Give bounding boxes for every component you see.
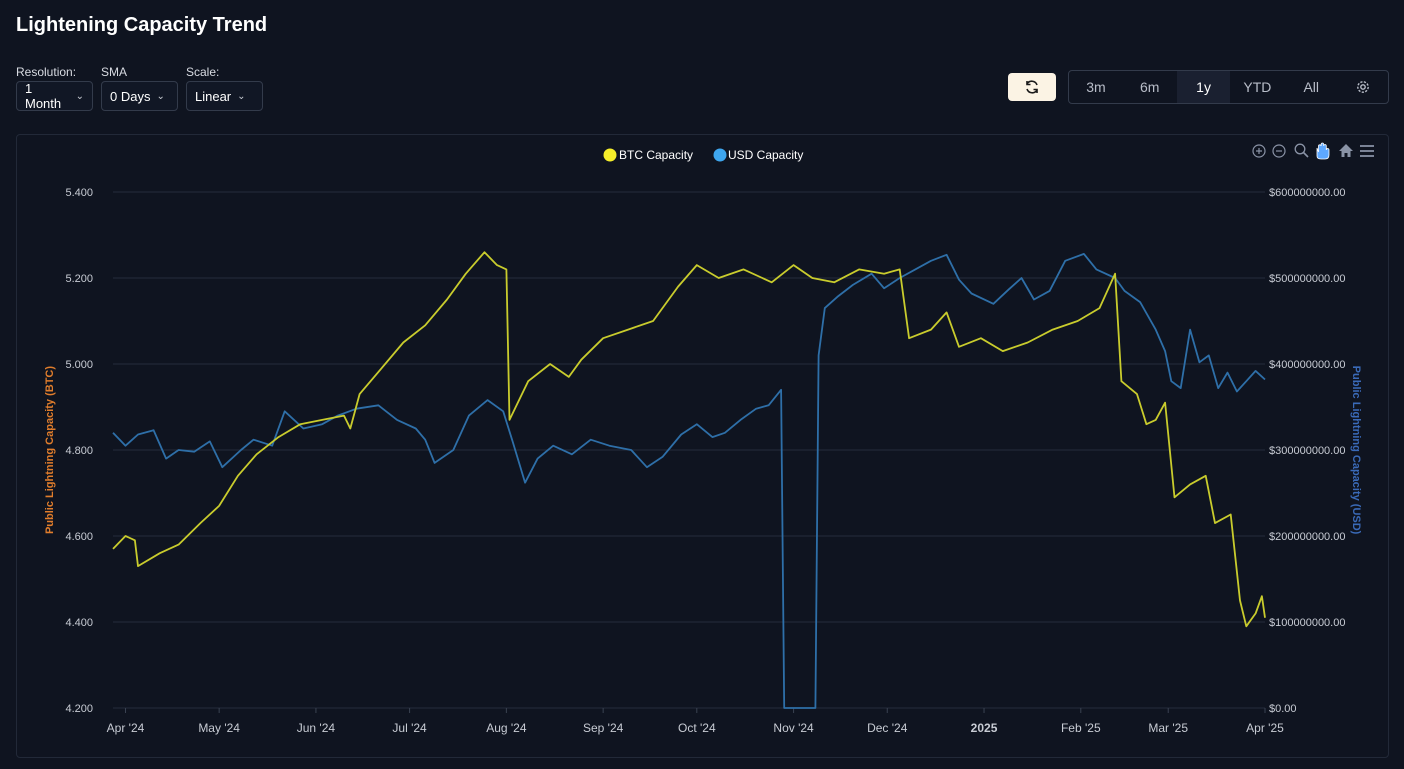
chart-card: 4.200 $0.00 4.400 $100000000.00 4.600 $200000… <box>16 134 1389 758</box>
y-right-tick-label: $100000000.00 <box>1269 617 1345 629</box>
refresh-icon <box>1026 80 1038 94</box>
range-3m-button[interactable]: 3m <box>1086 79 1106 95</box>
sma-control: SMA 0 Days ⌄ <box>101 65 178 111</box>
x-tick-label: Feb '25 <box>1061 721 1101 735</box>
y-left-tick-label: 4.200 <box>65 703 93 715</box>
magnify-lens <box>1294 143 1306 155</box>
chart-toolbar <box>1252 142 1374 160</box>
x-tick-label: Nov '24 <box>773 721 814 735</box>
zoom-in-circle <box>1252 144 1266 158</box>
zoom-in-icon <box>1252 144 1266 158</box>
x-tick-label: Apr '24 <box>107 721 145 735</box>
series-line-btc-capacity <box>112 251 1266 628</box>
y-left-tick-label: 4.400 <box>65 617 93 629</box>
resolution-control: Resolution: 1 Month ⌄ <box>16 65 93 111</box>
page-title: Lightening Capacity Trend <box>16 14 268 36</box>
pan-hand-shape <box>1316 142 1330 160</box>
resolution-select[interactable]: 1 Month ⌄ <box>16 81 93 111</box>
home-icon <box>1339 144 1353 157</box>
magnify-handle <box>1302 151 1309 158</box>
legend-marker-usd <box>713 148 727 162</box>
x-tick-label: Jul '24 <box>392 721 427 735</box>
refresh-button[interactable] <box>1008 73 1056 101</box>
scale-control: Scale: Linear ⌄ <box>186 65 263 111</box>
y-left-tick-label: 4.800 <box>65 445 93 457</box>
x-tick-label: Dec '24 <box>867 721 908 735</box>
y-right-tick-label: $0.00 <box>1269 703 1297 715</box>
resolution-value: 1 Month <box>25 81 62 111</box>
x-tick-label: May '24 <box>198 721 240 735</box>
legend-item-btc: BTC Capacity <box>603 148 693 162</box>
sma-select[interactable]: 0 Days ⌄ <box>101 81 178 111</box>
y-right-tick-label: $400000000.00 <box>1269 359 1345 371</box>
chevron-down-icon: ⌄ <box>237 90 246 102</box>
series-line-usd-capacity <box>112 253 1266 709</box>
y-left-tick-label: 5.200 <box>65 273 93 285</box>
x-tick-label: 2025 <box>971 721 998 735</box>
y-left-tick-label: 5.400 <box>65 187 93 199</box>
gear-icon <box>1357 81 1369 93</box>
magnify-icon <box>1294 143 1309 158</box>
range-1y-button[interactable]: 1y <box>1176 71 1231 103</box>
y-right-axis-title: Public Lightning Capacity (USD) <box>1350 366 1362 535</box>
menu-icon <box>1360 145 1374 157</box>
legend-item-usd: USD Capacity <box>713 148 803 162</box>
y-right-tick-label: $600000000.00 <box>1269 187 1345 199</box>
y-right-tick-label: $200000000.00 <box>1269 531 1345 543</box>
scale-value: Linear <box>195 88 232 104</box>
chevron-down-icon: ⌄ <box>156 90 165 102</box>
home-shape <box>1339 144 1353 157</box>
x-tick-label: Jun '24 <box>297 721 336 735</box>
settings-button[interactable] <box>1338 71 1388 103</box>
range-selector: 3m 6m 1y YTD All <box>1068 70 1389 104</box>
sma-label: SMA <box>101 65 128 79</box>
x-tick-label: Sep '24 <box>583 721 624 735</box>
range-ytd-button[interactable]: YTD <box>1243 79 1272 95</box>
y-left-tick-label: 4.600 <box>65 531 93 543</box>
scale-label: Scale: <box>186 65 220 79</box>
range-6m-button[interactable]: 6m <box>1140 79 1160 95</box>
capacity-chart[interactable]: 4.200 $0.00 4.400 $100000000.00 4.600 $200000… <box>17 135 1390 759</box>
legend-label-usd: USD Capacity <box>728 148 803 162</box>
menu-bars <box>1360 145 1374 157</box>
y-left-axis-title: Public Lightning Capacity (BTC) <box>44 366 56 534</box>
zoom-out-circle <box>1272 144 1286 158</box>
y-left-tick-label: 5.000 <box>65 359 93 371</box>
resolution-label: Resolution: <box>16 65 77 79</box>
pan-hand-icon <box>1316 142 1330 160</box>
y-right-tick-label: $500000000.00 <box>1269 273 1345 285</box>
chevron-down-icon: ⌄ <box>75 90 84 102</box>
x-tick-label: Mar '25 <box>1148 721 1188 735</box>
range-all-button[interactable]: All <box>1303 79 1319 95</box>
legend-marker-btc <box>603 148 617 162</box>
chart-legend: BTC Capacity USD Capacity <box>603 148 803 162</box>
x-tick-label: Apr '25 <box>1246 721 1284 735</box>
legend-label-btc: BTC Capacity <box>619 148 693 162</box>
x-tick-label: Aug '24 <box>486 721 527 735</box>
zoom-out-icon <box>1272 144 1286 158</box>
zoom-in-plus <box>1256 148 1262 154</box>
y-right-tick-label: $300000000.00 <box>1269 445 1345 457</box>
x-tick-label: Oct '24 <box>678 721 716 735</box>
sma-value: 0 Days <box>110 88 151 104</box>
scale-select[interactable]: Linear ⌄ <box>186 81 263 111</box>
